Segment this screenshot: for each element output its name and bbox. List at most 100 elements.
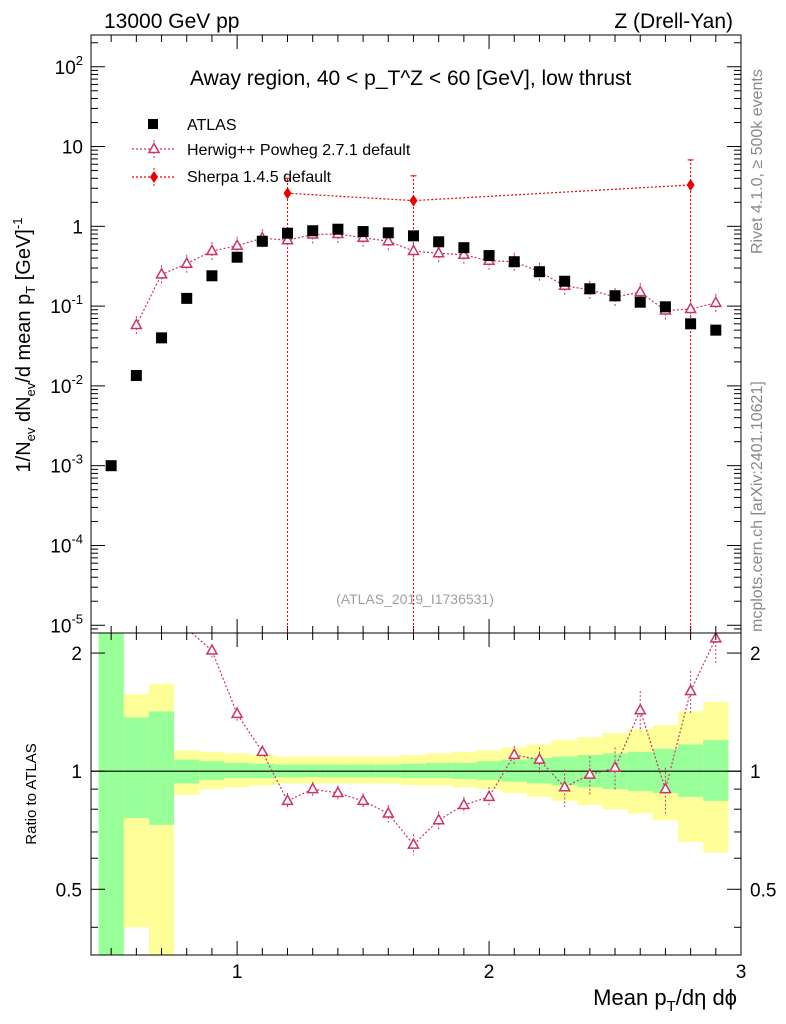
main-y-tick-labels: 10-5 10-4 10-3 10-2 10-1 1 10 102 [50, 53, 83, 638]
y-tick-label: 10-5 [50, 611, 83, 637]
atlas-point [382, 227, 394, 239]
herwig-series [130, 225, 723, 334]
header-left: 13000 GeV pp [104, 10, 239, 33]
herwig-ratio-point [659, 782, 672, 794]
x-tick-label: 3 [736, 962, 747, 983]
herwig-ratio-point [507, 747, 521, 760]
herwig-ratio-point [608, 760, 622, 773]
main-y-axis-label: 1/Nev dNev/d mean pT [GeV]-1 [10, 218, 38, 473]
herwig-ratio-point [281, 793, 294, 806]
band-inner [148, 711, 175, 825]
herwig-point [130, 317, 143, 330]
legend-sherpa-label: Sherpa 1.4.5 default [187, 169, 332, 186]
band-inner [98, 633, 124, 955]
ratio-ticks: 1 2 3 0.5 0.5 1 1 2 2 [56, 633, 776, 983]
legend-atlas-marker [148, 119, 158, 129]
sherpa-series [283, 159, 695, 633]
atlas-point [584, 283, 596, 295]
ratio-panel: 1 2 3 0.5 0.5 1 1 2 2 [56, 631, 776, 983]
atlas-point [156, 332, 168, 344]
atlas-point [407, 230, 419, 242]
atlas-point [533, 266, 545, 278]
herwig-point [205, 244, 219, 256]
legend: ATLAS Herwig++ Powheg 2.7.1 default Sher… [132, 117, 411, 186]
herwig-ratio-point [533, 752, 546, 764]
herwig-ratio-point [256, 744, 269, 757]
herwig-point [180, 256, 194, 268]
atlas-point [483, 250, 495, 262]
y-tick-label-left: 2 [71, 644, 82, 665]
herwig-ratio-point [684, 684, 697, 696]
atlas-point [307, 225, 319, 237]
ratio-frame [90, 632, 742, 956]
herwig-point [281, 233, 294, 245]
y-tick-label: 10-2 [50, 372, 83, 398]
ratio-bands [98, 633, 729, 955]
herwig-ratio-point [407, 837, 420, 849]
herwig-point [432, 246, 445, 258]
header-right: Z (Drell-Yan) [614, 10, 733, 33]
herwig-ratio-point [331, 785, 345, 798]
atlas-point [508, 256, 520, 268]
atlas-point [130, 370, 142, 382]
x-tick-label: 2 [484, 962, 495, 983]
atlas-point [332, 223, 344, 235]
main-panel: 10-5 10-4 10-3 10-2 10-1 1 10 102 (ATLAS_2019_I… [50, 34, 742, 638]
sherpa-point [409, 194, 418, 207]
mcplots-label: mcplots.cern.ch [arXiv:2401.10621] [749, 381, 766, 632]
atlas-point [659, 301, 671, 313]
x-axis-label: Mean pT/dη dϕ [593, 985, 737, 1015]
herwig-point [155, 267, 168, 279]
herwig-point [382, 234, 395, 246]
main-title: Away region, 40 < p_T^Z < 60 [GeV], low … [190, 67, 632, 90]
legend-atlas-label: ATLAS [187, 117, 237, 134]
atlas-point [357, 226, 369, 238]
y-tick-label: 102 [55, 53, 83, 79]
atlas-point [559, 275, 571, 287]
legend-sherpa-marker [150, 171, 158, 183]
band-inner [703, 740, 729, 801]
herwig-point [407, 244, 420, 256]
atlas-point [458, 242, 470, 254]
atlas-point [634, 296, 646, 308]
band-inner [123, 717, 149, 818]
ratio-y-axis-label: Ratio to ATLAS [23, 743, 40, 844]
y-tick-label-left: 0.5 [56, 880, 82, 901]
atlas-point [685, 318, 697, 330]
y-tick-label: 10 [62, 138, 83, 159]
x-tick-label: 1 [232, 962, 243, 983]
herwig-ratio-point [356, 793, 370, 806]
herwig-ratio-point [583, 767, 597, 779]
herwig-point [230, 238, 244, 251]
herwig-ratio-point [432, 813, 445, 825]
y-tick-label: 10-1 [50, 292, 83, 318]
herwig-point [709, 295, 723, 308]
herwig-ratio-point [205, 643, 219, 655]
herwig-line [135, 233, 716, 326]
sherpa-line [287, 184, 691, 202]
herwig-ratio-point [306, 782, 319, 794]
rivet-label: Rivet 4.1.0, ≥ 500k events [749, 69, 766, 254]
atlas-point [206, 270, 218, 282]
y-tick-label: 10-4 [50, 531, 83, 557]
atlas-point [609, 290, 621, 302]
herwig-ratio-point [230, 706, 244, 719]
herwig-ratio-point [558, 780, 571, 792]
main-watermark: (ATLAS_2019_I1736531) [336, 591, 494, 607]
y-tick-label: 10-3 [50, 452, 83, 478]
atlas-point [710, 324, 722, 336]
atlas-point [231, 251, 243, 263]
atlas-point [282, 227, 294, 239]
band-inner [426, 762, 452, 779]
atlas-point [256, 235, 268, 247]
herwig-ratio-series [191, 631, 723, 856]
sherpa-point [686, 178, 695, 191]
y-tick-label-right: 1 [750, 762, 761, 783]
band-inner [224, 762, 250, 779]
herwig-point [457, 247, 471, 260]
herwig-point [633, 285, 647, 297]
main-y-ticks [91, 35, 742, 634]
herwig-ratio-point [633, 703, 647, 715]
herwig-point [684, 301, 697, 314]
